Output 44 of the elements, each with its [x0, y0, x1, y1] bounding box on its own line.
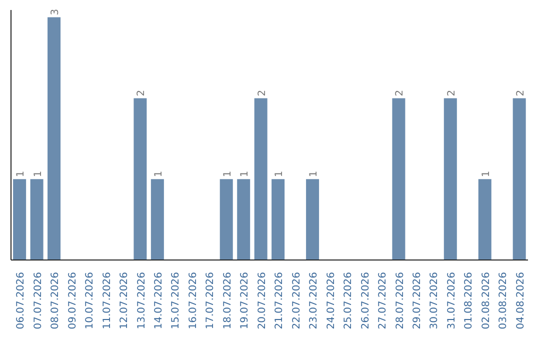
x-tick-label: 28.07.2026 — [394, 272, 406, 330]
data-label: 1 — [32, 170, 44, 178]
x-tick-label: 31.07.2026 — [446, 272, 458, 330]
x-tick-label: 12.07.2026 — [119, 272, 130, 330]
data-label: 1 — [240, 170, 251, 178]
x-tick-label: 02.08.2026 — [480, 272, 492, 330]
x-tick-label: 23.07.2026 — [308, 272, 320, 330]
x-tick-label: 08.07.2026 — [50, 272, 62, 330]
data-label: 1 — [274, 170, 286, 178]
x-tick-label: 27.07.2026 — [378, 272, 389, 330]
x-tick-label: 06.07.2026 — [16, 272, 27, 330]
data-label: 1 — [480, 170, 492, 178]
x-tick-label: 18.07.2026 — [222, 272, 234, 330]
data-label: 1 — [153, 170, 164, 178]
x-tick-label: 17.07.2026 — [205, 272, 216, 330]
x-tick-label: 14.07.2026 — [153, 272, 164, 330]
x-tick-label: 10.07.2026 — [84, 272, 96, 330]
x-tick-label: 21.07.2026 — [274, 272, 286, 330]
x-tick-label: 26.07.2026 — [360, 272, 372, 330]
data-label: 2 — [256, 90, 268, 96]
x-tick-label: 03.08.2026 — [498, 272, 510, 330]
x-tick-label: 20.07.2026 — [256, 272, 268, 330]
data-label: 1 — [222, 170, 234, 178]
x-tick-label: 29.07.2026 — [412, 272, 423, 330]
x-tick-label: 09.07.2026 — [67, 272, 78, 330]
x-tick-label: 07.07.2026 — [32, 272, 44, 330]
x-tick-label: 16.07.2026 — [188, 272, 199, 330]
data-label: 2 — [394, 90, 406, 96]
x-tick-label: 19.07.2026 — [240, 272, 251, 330]
x-tick-label: 13.07.2026 — [136, 272, 148, 330]
x-tick-label: 11.07.2026 — [102, 272, 113, 330]
data-label: 1 — [16, 170, 27, 178]
x-tick-label: 25.07.2026 — [343, 272, 354, 330]
data-label: 2 — [515, 90, 526, 96]
data-label: 1 — [308, 170, 320, 178]
data-label: 2 — [136, 90, 148, 96]
x-tick-label: 30.07.2026 — [429, 272, 440, 330]
x-tick-label: 15.07.2026 — [170, 272, 182, 330]
data-label: 3 — [50, 8, 62, 16]
x-tick-label: 04.08.2026 — [515, 272, 526, 330]
x-tick-label: 01.08.2026 — [464, 272, 475, 330]
x-tick-label: 24.07.2026 — [326, 272, 337, 330]
x-tick-label: 22.07.2026 — [291, 272, 302, 330]
data-label: 2 — [446, 90, 458, 96]
